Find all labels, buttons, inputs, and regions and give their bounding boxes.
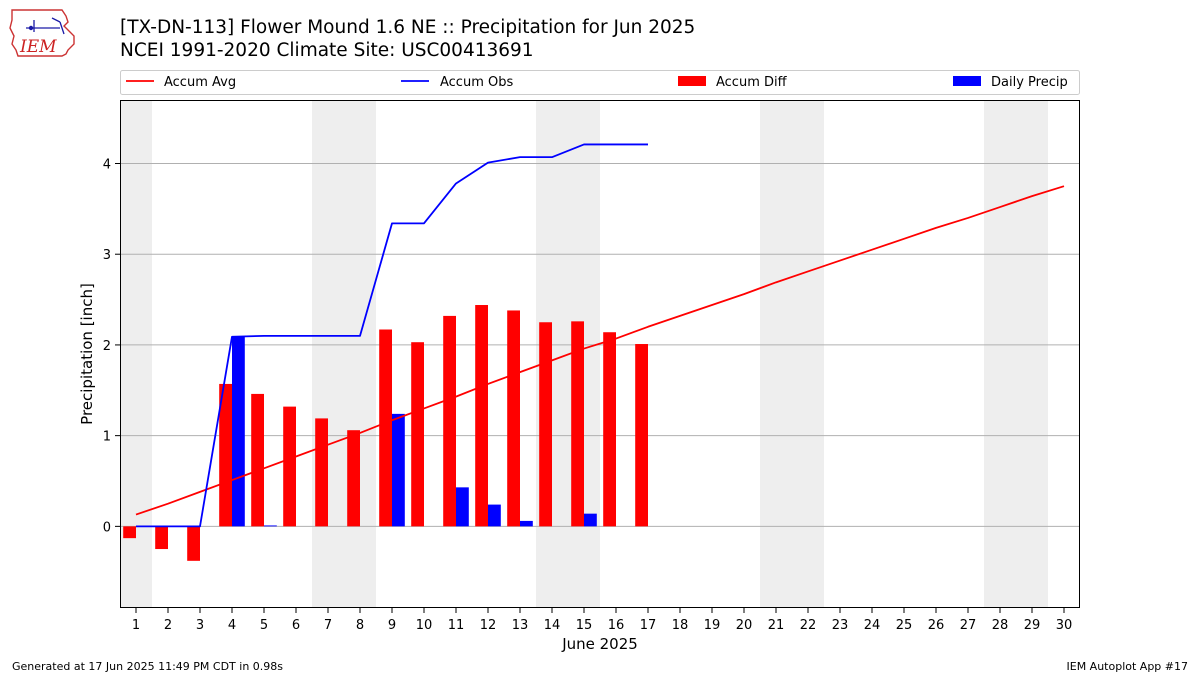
footer-app: IEM Autoplot App #17 bbox=[1066, 660, 1189, 673]
x-axis-ticks: 1 2 3 4 5 6 7 8 9 10 11 12 13 14 15 16 17 18 19 20 21 22 23 24 2… bbox=[132, 608, 1072, 633]
chart-title: [TX-DN-113] Flower Mound 1.6 NE :: Preci… bbox=[120, 17, 696, 38]
daily-precip-bar-11 bbox=[456, 487, 469, 527]
accum-avg-line bbox=[135, 185, 1065, 516]
legend-swatch-daily-precip bbox=[953, 76, 981, 86]
footer-generated: Generated at 17 Jun 2025 11:49 PM CDT in… bbox=[12, 660, 284, 673]
x-tick-label-13: 13 bbox=[512, 618, 529, 633]
accum-diff-bar-2 bbox=[155, 526, 168, 550]
x-tick-label-3: 3 bbox=[196, 618, 204, 633]
chart-subtitle: NCEI 1991-2020 Climate Site: USC00413691 bbox=[120, 40, 534, 61]
x-tick-label-14: 14 bbox=[544, 618, 561, 633]
lines bbox=[135, 143, 1065, 528]
weekend-band-5 bbox=[984, 100, 1048, 608]
accum-obs-line bbox=[136, 143, 648, 528]
accum-diff-bar-14 bbox=[539, 322, 552, 527]
x-tick-label-23: 23 bbox=[832, 618, 849, 633]
weekend-band-2 bbox=[312, 100, 376, 608]
legend-label-accum-avg: Accum Avg bbox=[164, 75, 236, 90]
x-axis-label: June 2025 bbox=[561, 635, 638, 653]
accum-diff-bar-11 bbox=[443, 315, 456, 527]
daily-precip-bar-12 bbox=[488, 504, 501, 527]
x-tick-label-26: 26 bbox=[928, 618, 945, 633]
plot-frame bbox=[120, 100, 1080, 608]
accum-diff-bar-5 bbox=[251, 393, 264, 527]
legend-label-accum-obs: Accum Obs bbox=[440, 75, 513, 90]
x-tick-label-12: 12 bbox=[480, 618, 497, 633]
accum-diff-bar-15 bbox=[571, 321, 584, 527]
x-tick-label-22: 22 bbox=[800, 618, 817, 633]
weekend-shading bbox=[120, 100, 1048, 608]
accum-diff-bar-9 bbox=[379, 329, 392, 527]
x-tick-label-24: 24 bbox=[864, 618, 881, 633]
legend-label-daily-precip: Daily Precip bbox=[991, 75, 1068, 90]
accum-diff-bar-16 bbox=[603, 332, 616, 527]
daily-precip-bar-9 bbox=[392, 413, 405, 527]
legend-swatch-accum-diff bbox=[678, 76, 706, 86]
y-axis-label: Precipitation [inch] bbox=[78, 283, 96, 425]
logo-text: IEM bbox=[19, 37, 57, 57]
iem-logo: IEM bbox=[9, 9, 75, 57]
accum-diff-bar-3 bbox=[187, 526, 200, 561]
x-tick-label-18: 18 bbox=[672, 618, 689, 633]
accum-diff-bar-10 bbox=[411, 342, 424, 527]
x-tick-label-29: 29 bbox=[1024, 618, 1041, 633]
x-tick-label-7: 7 bbox=[324, 618, 332, 633]
legend-box bbox=[120, 70, 1080, 95]
x-tick-label-20: 20 bbox=[736, 618, 753, 633]
y-tick-label-4: 4 bbox=[103, 158, 111, 173]
weekend-band-4 bbox=[760, 100, 824, 608]
accum-diff-bar-7 bbox=[315, 418, 328, 527]
legend-label-accum-diff: Accum Diff bbox=[716, 75, 788, 90]
x-tick-label-28: 28 bbox=[992, 618, 1009, 633]
bars bbox=[123, 305, 648, 561]
x-tick-label-16: 16 bbox=[608, 618, 625, 633]
accum-diff-bar-17 bbox=[635, 344, 648, 527]
legend: Accum Avg Accum Obs Accum Diff Daily Pre… bbox=[120, 70, 1080, 95]
x-tick-label-19: 19 bbox=[704, 618, 721, 633]
daily-precip-bar-15 bbox=[584, 513, 597, 527]
daily-precip-bar-5 bbox=[264, 525, 277, 527]
x-tick-label-2: 2 bbox=[164, 618, 172, 633]
accum-diff-bar-8 bbox=[347, 430, 360, 527]
x-tick-label-27: 27 bbox=[960, 618, 977, 633]
x-tick-label-30: 30 bbox=[1056, 618, 1073, 633]
gridlines bbox=[120, 163, 1080, 527]
accum-diff-bar-13 bbox=[507, 310, 520, 527]
daily-precip-bar-4 bbox=[232, 336, 245, 527]
x-tick-label-5: 5 bbox=[260, 618, 268, 633]
y-tick-label-1: 1 bbox=[103, 430, 111, 445]
daily-precip-bar-13 bbox=[520, 520, 533, 527]
y-tick-label-3: 3 bbox=[103, 248, 111, 263]
accum-diff-bar-1 bbox=[123, 526, 136, 539]
x-tick-label-17: 17 bbox=[640, 618, 657, 633]
weekend-band-1 bbox=[120, 100, 152, 608]
x-tick-label-4: 4 bbox=[228, 618, 236, 633]
accum-diff-bar-6 bbox=[283, 406, 296, 527]
accum-diff-bar-4 bbox=[219, 383, 232, 527]
accum-diff-bar-12 bbox=[475, 305, 488, 527]
x-tick-label-6: 6 bbox=[292, 618, 300, 633]
x-tick-label-21: 21 bbox=[768, 618, 785, 633]
y-axis-ticks: 0 1 2 3 4 bbox=[103, 158, 120, 535]
y-tick-label-0: 0 bbox=[103, 520, 111, 535]
x-tick-label-8: 8 bbox=[356, 618, 364, 633]
x-tick-label-1: 1 bbox=[132, 618, 140, 633]
x-tick-label-15: 15 bbox=[576, 618, 593, 633]
x-tick-label-25: 25 bbox=[896, 618, 913, 633]
x-tick-label-9: 9 bbox=[388, 618, 396, 633]
x-tick-label-11: 11 bbox=[448, 618, 465, 633]
x-tick-label-10: 10 bbox=[416, 618, 433, 633]
y-tick-label-2: 2 bbox=[103, 339, 111, 354]
